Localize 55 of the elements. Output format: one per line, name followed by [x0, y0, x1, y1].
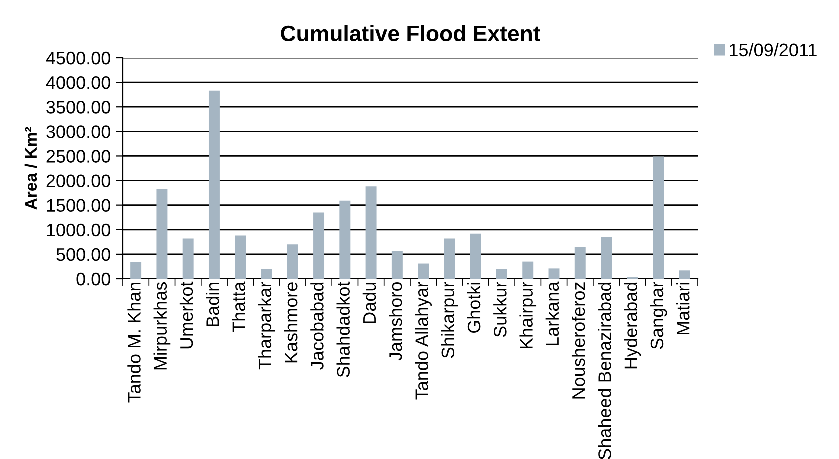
- bar: [574, 247, 586, 279]
- bar: [340, 200, 351, 279]
- x-tick-label: Tando M. Khan: [128, 282, 141, 403]
- bar: [208, 90, 220, 279]
- y-tick-label: 2000.00: [46, 174, 110, 188]
- x-tick-label: Tando Allahyar: [415, 282, 432, 400]
- y-axis-title: Area / Km²: [24, 127, 38, 210]
- x-tick-label: Tharparkar: [258, 282, 276, 370]
- x-tick-label: Jamshoro: [389, 282, 402, 361]
- bar: [287, 244, 298, 279]
- x-tick-label: Nousheroferoz: [572, 282, 586, 399]
- x-tick-label: Khairpur: [520, 282, 537, 349]
- bar: [261, 269, 272, 279]
- bar: [548, 268, 560, 279]
- x-tick-label: Umerkot: [180, 282, 194, 349]
- legend-label: 15/09/2011: [730, 43, 817, 57]
- bar: [156, 189, 168, 279]
- y-tick-label: 3500.00: [46, 101, 110, 114]
- y-tick-label: 3000.00: [46, 126, 110, 138]
- bar: [392, 251, 403, 279]
- x-tick-label: Shikarpur: [441, 282, 458, 358]
- y-tick-label: 1500.00: [47, 199, 110, 212]
- y-tick-label: 500.00: [56, 248, 110, 262]
- bar: [235, 236, 246, 279]
- bar: [366, 186, 377, 279]
- y-tick-label: 4500.00: [46, 52, 110, 65]
- y-tick-label: 2500.00: [46, 150, 110, 163]
- bar: [522, 262, 534, 279]
- x-tick-label: Kashmore: [284, 282, 298, 363]
- chart-title: Cumulative Flood Extent: [281, 25, 540, 42]
- x-tick-label: Larkana: [546, 282, 560, 346]
- bar: [418, 264, 430, 279]
- bar: [679, 270, 690, 279]
- x-tick-label: Badin: [206, 282, 220, 326]
- x-tick-label: Dadu: [362, 282, 376, 324]
- x-tick-label: Sanghar: [650, 282, 668, 350]
- bar: [314, 212, 325, 279]
- x-tick-label: Sukkur: [494, 282, 507, 338]
- bar: [130, 262, 142, 279]
- x-tick-label: Mirpurkhas: [154, 282, 171, 370]
- bar: [182, 238, 194, 279]
- x-tick-label: Shahdadkot: [336, 282, 350, 378]
- y-tick-label: 0.00: [76, 272, 110, 286]
- bar: [653, 156, 664, 279]
- x-tick-label: Ghotki: [467, 282, 481, 334]
- y-tick-label: 1000.00: [47, 224, 110, 237]
- bar: [496, 269, 508, 279]
- bar: [601, 237, 612, 279]
- x-tick-label: Jacobabad: [310, 282, 324, 370]
- x-tick-label: Thatta: [232, 282, 246, 333]
- x-tick-label: Hyderabad: [624, 282, 642, 369]
- bar: [444, 238, 456, 279]
- x-tick-label: Matiari: [676, 282, 690, 334]
- bar: [470, 234, 482, 279]
- y-tick-label: 4000.00: [46, 76, 110, 90]
